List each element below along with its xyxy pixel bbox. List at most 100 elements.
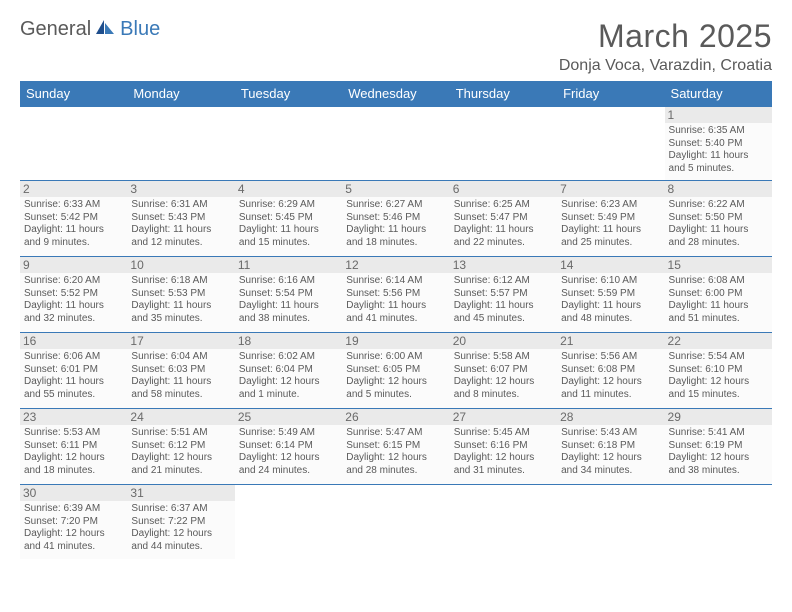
day-info: Sunrise: 5:51 AMSunset: 6:12 PMDaylight:… — [131, 427, 230, 477]
brand-blue: Blue — [120, 18, 160, 41]
header: GeneralBlue March 2025 Donja Voca, Varaz… — [20, 18, 772, 75]
info-line: Sunrise: 6:04 AM — [131, 351, 230, 364]
weekday-wednesday: Wednesday — [342, 81, 449, 107]
info-line: Sunrise: 6:06 AM — [24, 351, 123, 364]
title-block: March 2025 Donja Voca, Varazdin, Croatia — [559, 18, 772, 75]
info-line: Sunrise: 6:29 AM — [239, 199, 338, 212]
info-line: Daylight: 11 hours — [131, 300, 230, 313]
info-line: Daylight: 11 hours — [239, 224, 338, 237]
info-line: Sunset: 6:16 PM — [454, 440, 553, 453]
info-line: Daylight: 12 hours — [669, 452, 768, 465]
day-number: 21 — [557, 333, 664, 349]
info-line: Sunrise: 6:22 AM — [669, 199, 768, 212]
day-number: 8 — [665, 181, 772, 197]
day-cell — [665, 485, 772, 559]
day-info: Sunrise: 6:33 AMSunset: 5:42 PMDaylight:… — [24, 199, 123, 249]
info-line: Sunrise: 6:35 AM — [669, 125, 768, 138]
info-line: and 48 minutes. — [561, 313, 660, 326]
day-info: Sunrise: 6:10 AMSunset: 5:59 PMDaylight:… — [561, 275, 660, 325]
info-line: Sunset: 6:11 PM — [24, 440, 123, 453]
calendar-page: GeneralBlue March 2025 Donja Voca, Varaz… — [0, 0, 792, 577]
day-cell: 27Sunrise: 5:45 AMSunset: 6:16 PMDayligh… — [450, 409, 557, 485]
info-line: Sunrise: 6:31 AM — [131, 199, 230, 212]
day-number: 13 — [450, 257, 557, 273]
info-line: and 1 minute. — [239, 389, 338, 402]
info-line: Sunrise: 5:41 AM — [669, 427, 768, 440]
day-cell: 13 Sunrise: 6:12 AMSunset: 5:57 PMDayligh… — [450, 257, 557, 333]
day-cell: 10Sunrise: 6:18 AMSunset: 5:53 PMDayligh… — [127, 257, 234, 333]
info-line: Daylight: 11 hours — [669, 300, 768, 313]
info-line: Daylight: 12 hours — [24, 528, 123, 541]
day-cell: 17Sunrise: 6:04 AMSunset: 6:03 PMDayligh… — [127, 333, 234, 409]
day-info: Sunrise: 6:29 AMSunset: 5:45 PMDaylight:… — [239, 199, 338, 249]
info-line: Sunset: 5:54 PM — [239, 288, 338, 301]
day-cell: 7Sunrise: 6:23 AMSunset: 5:49 PMDaylight… — [557, 181, 664, 257]
info-line: and 38 minutes. — [239, 313, 338, 326]
info-line: Sunrise: 6:10 AM — [561, 275, 660, 288]
day-info: Sunrise: 6:31 AMSunset: 5:43 PMDaylight:… — [131, 199, 230, 249]
info-line: Sunrise: 5:45 AM — [454, 427, 553, 440]
day-number: 28 — [557, 409, 664, 425]
day-cell: 6Sunrise: 6:25 AMSunset: 5:47 PMDaylight… — [450, 181, 557, 257]
info-line: Sunset: 5:46 PM — [346, 212, 445, 225]
info-line: Sunrise: 6:23 AM — [561, 199, 660, 212]
day-cell: 18Sunrise: 6:02 AMSunset: 6:04 PMDayligh… — [235, 333, 342, 409]
weekday-monday: Monday — [127, 81, 234, 107]
info-line: Sunset: 5:50 PM — [669, 212, 768, 225]
info-line: Sunset: 7:20 PM — [24, 516, 123, 529]
info-line: and 28 minutes. — [346, 465, 445, 478]
day-cell: 20Sunrise: 5:58 AMSunset: 6:07 PMDayligh… — [450, 333, 557, 409]
day-cell — [235, 485, 342, 559]
day-cell — [450, 107, 557, 181]
day-info: Sunrise: 6:12 AMSunset: 5:57 PMDaylight:… — [454, 275, 553, 325]
day-info: Sunrise: 5:45 AMSunset: 6:16 PMDaylight:… — [454, 427, 553, 477]
day-cell: 25Sunrise: 5:49 AMSunset: 6:14 PMDayligh… — [235, 409, 342, 485]
day-number: 17 — [127, 333, 234, 349]
day-info: Sunrise: 5:49 AMSunset: 6:14 PMDaylight:… — [239, 427, 338, 477]
info-line: Sunset: 6:14 PM — [239, 440, 338, 453]
info-line: Sunset: 5:40 PM — [669, 138, 768, 151]
day-number: 15 — [665, 257, 772, 273]
info-line: Daylight: 11 hours — [669, 224, 768, 237]
info-line: Daylight: 11 hours — [454, 300, 553, 313]
info-line: Daylight: 11 hours — [131, 224, 230, 237]
info-line: Sunrise: 5:58 AM — [454, 351, 553, 364]
info-line: Sunrise: 6:33 AM — [24, 199, 123, 212]
day-cell: 2Sunrise: 6:33 AMSunset: 5:42 PMDaylight… — [20, 181, 127, 257]
info-line: Sunrise: 6:12 AM — [454, 275, 553, 288]
calendar-table: Sunday Monday Tuesday Wednesday Thursday… — [20, 81, 772, 559]
info-line: Sunset: 5:52 PM — [24, 288, 123, 301]
info-line: and 51 minutes. — [669, 313, 768, 326]
info-line: Daylight: 12 hours — [454, 452, 553, 465]
info-line: Sunrise: 5:51 AM — [131, 427, 230, 440]
week-row: 16Sunrise: 6:06 AMSunset: 6:01 PMDayligh… — [20, 333, 772, 409]
info-line: and 41 minutes. — [346, 313, 445, 326]
brand-sail-icon — [94, 18, 116, 41]
week-row: 9Sunrise: 6:20 AMSunset: 5:52 PMDaylight… — [20, 257, 772, 333]
info-line: Sunrise: 6:14 AM — [346, 275, 445, 288]
info-line: Sunset: 5:47 PM — [454, 212, 553, 225]
day-cell: 4 Sunrise: 6:29 AMSunset: 5:45 PMDaylight… — [235, 181, 342, 257]
day-cell: 28Sunrise: 5:43 AMSunset: 6:18 PMDayligh… — [557, 409, 664, 485]
day-cell: 22Sunrise: 5:54 AMSunset: 6:10 PMDayligh… — [665, 333, 772, 409]
info-line: and 28 minutes. — [669, 237, 768, 250]
info-line: Sunset: 6:07 PM — [454, 364, 553, 377]
info-line: Daylight: 12 hours — [561, 452, 660, 465]
day-info: Sunrise: 6:00 AMSunset: 6:05 PMDaylight:… — [346, 351, 445, 401]
day-number: 22 — [665, 333, 772, 349]
day-info: Sunrise: 6:20 AMSunset: 5:52 PMDaylight:… — [24, 275, 123, 325]
day-number: 31 — [127, 485, 234, 501]
info-line: Sunset: 6:18 PM — [561, 440, 660, 453]
day-cell: 5Sunrise: 6:27 AMSunset: 5:46 PMDaylight… — [342, 181, 449, 257]
info-line: and 15 minutes. — [239, 237, 338, 250]
day-cell: 15Sunrise: 6:08 AMSunset: 6:00 PMDayligh… — [665, 257, 772, 333]
day-number: 3 — [127, 181, 234, 197]
day-info: Sunrise: 5:56 AMSunset: 6:08 PMDaylight:… — [561, 351, 660, 401]
day-info: Sunrise: 6:06 AMSunset: 6:01 PMDaylight:… — [24, 351, 123, 401]
info-line: and 9 minutes. — [24, 237, 123, 250]
info-line: Daylight: 12 hours — [669, 376, 768, 389]
day-info: Sunrise: 6:39 AMSunset: 7:20 PMDaylight:… — [24, 503, 123, 553]
info-line: Sunrise: 6:16 AM — [239, 275, 338, 288]
day-number: 4 — [235, 181, 342, 197]
day-cell — [557, 485, 664, 559]
